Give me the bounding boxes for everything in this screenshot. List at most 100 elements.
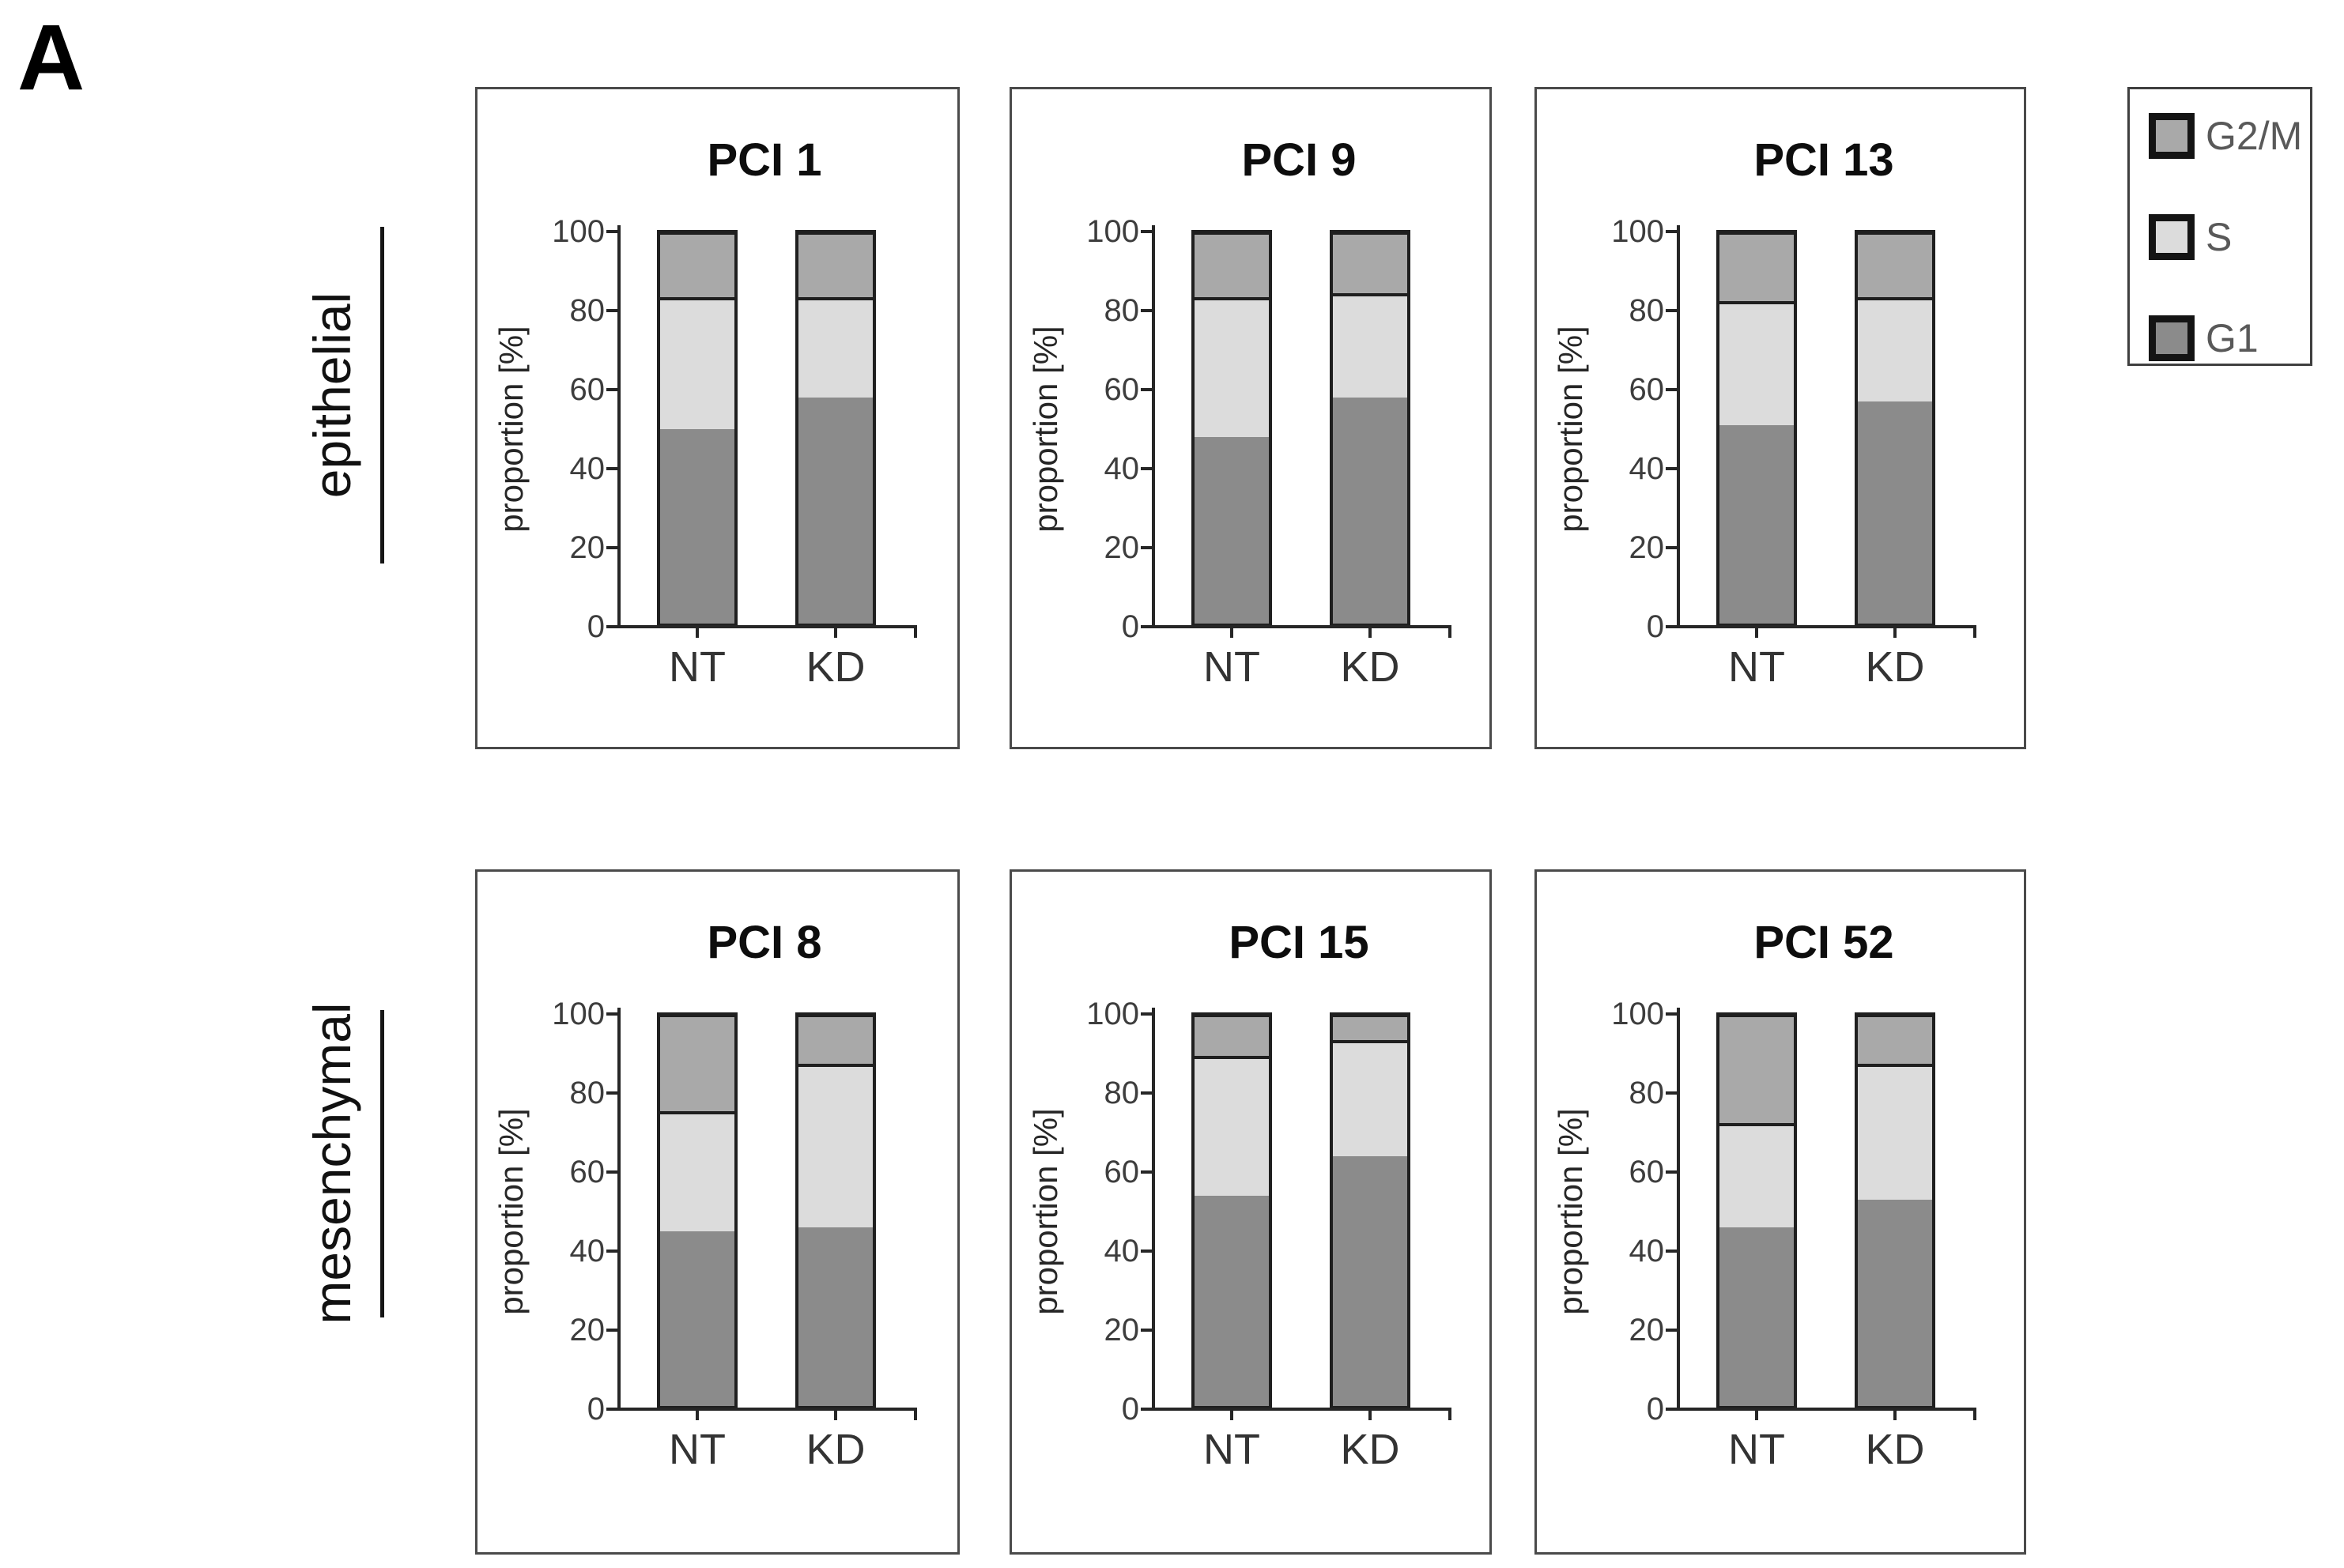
y-tick-mark: [1141, 1329, 1152, 1332]
y-tick-label: 0: [1121, 1392, 1139, 1427]
row-label-epithelial: epithelial: [303, 292, 361, 499]
y-axis-line: [617, 1008, 621, 1411]
x-tick-mark: [834, 1408, 837, 1420]
chart-panel-pci-52: PCI 52 proportion [%] 0 20 40 60 80 100 NT KD: [1534, 869, 2026, 1555]
y-tick-label: 40: [1104, 451, 1140, 486]
bar-segment-divider: [1855, 1064, 1935, 1067]
bar-segment-s-kd: [1855, 1065, 1935, 1200]
x-tick-mark: [696, 625, 699, 638]
bar-segment-s-nt: [1191, 1057, 1272, 1196]
y-tick-label: 100: [1611, 997, 1664, 1031]
x-tick-mark: [834, 625, 837, 638]
category-label-kd: KD: [1340, 643, 1400, 691]
bar-segment-g1-kd: [795, 1227, 876, 1409]
y-tick-label: 20: [1104, 530, 1140, 565]
y-tick-mark: [1141, 1012, 1152, 1016]
x-axis-end-tick: [914, 625, 917, 638]
category-label-kd: KD: [1340, 1426, 1400, 1473]
y-tick-mark: [1666, 1012, 1677, 1016]
y-tick-label: 80: [1104, 293, 1140, 328]
y-tick-label: 60: [569, 372, 606, 407]
y-tick-label: 60: [1104, 1155, 1140, 1189]
bar-segment-s-kd: [1330, 1042, 1410, 1156]
bar-outline-kd: [1330, 1014, 1410, 1409]
bar-segment-divider: [1330, 1040, 1410, 1043]
y-tick-mark: [1666, 230, 1677, 233]
y-tick-mark: [1141, 388, 1152, 391]
bar-segment-g2m-nt: [1191, 232, 1272, 299]
y-tick-label: 100: [1611, 214, 1664, 249]
legend-label-g1: G1: [2206, 316, 2259, 360]
x-axis-line: [1152, 625, 1451, 628]
bar-segment-g1-nt: [1716, 425, 1797, 627]
y-tick-label: 20: [1629, 1313, 1665, 1348]
category-label-kd: KD: [806, 1426, 866, 1473]
category-label-nt: NT: [1203, 1426, 1260, 1473]
bar-outline-nt: [1191, 1014, 1272, 1409]
y-axis-line: [1152, 1008, 1155, 1411]
bar-segment-divider: [1191, 297, 1272, 300]
y-tick-mark: [606, 467, 617, 470]
y-tick-mark: [1666, 1250, 1677, 1253]
y-axis-line: [1677, 1008, 1680, 1411]
chart-title: PCI 1: [707, 134, 822, 186]
y-tick-label: 80: [1629, 1076, 1665, 1110]
y-axis-label: proportion [%]: [493, 326, 530, 533]
y-tick-mark: [1666, 467, 1677, 470]
bar-outline-nt: [657, 1014, 738, 1409]
bar-segment-s-kd: [1855, 299, 1935, 401]
bar-outline-kd: [795, 232, 876, 627]
bar-segment-divider: [795, 1064, 876, 1067]
y-tick-mark: [606, 625, 617, 628]
legend-swatch-g2m-icon: [2149, 113, 2195, 159]
legend-swatch-g1-icon: [2149, 315, 2195, 361]
bar-segment-divider: [795, 297, 876, 300]
bar-segment-s-kd: [1330, 295, 1410, 398]
x-axis-end-tick: [1973, 625, 1976, 638]
x-tick-mark: [1893, 625, 1897, 638]
y-tick-mark: [606, 1091, 617, 1095]
y-tick-mark: [1666, 388, 1677, 391]
bar-outline-kd: [1855, 232, 1935, 627]
y-tick-label: 20: [1629, 530, 1665, 565]
bar-segment-g2m-nt: [1716, 1014, 1797, 1125]
y-tick-label: 100: [1086, 997, 1139, 1031]
bar-segment-g1-kd: [1855, 401, 1935, 627]
x-tick-mark: [1755, 1408, 1758, 1420]
bar-segment-g1-nt: [1191, 1196, 1272, 1409]
chart-title: PCI 52: [1753, 917, 1894, 968]
bar-segment-g1-kd: [1330, 398, 1410, 627]
x-axis-end-tick: [1448, 1408, 1451, 1420]
y-tick-mark: [1141, 309, 1152, 312]
y-tick-mark: [1666, 625, 1677, 628]
bar-segment-g2m-nt: [657, 1014, 738, 1113]
bar-segment-g1-kd: [1855, 1200, 1935, 1409]
y-tick-label: 20: [1104, 1313, 1140, 1348]
x-axis-line: [617, 625, 917, 628]
bar-segment-divider: [657, 1111, 738, 1114]
bar-segment-g2m-nt: [1716, 232, 1797, 303]
y-tick-label: 60: [1104, 372, 1140, 407]
y-tick-label: 80: [569, 293, 606, 328]
row-label-line-mesenchymal: [380, 1010, 384, 1317]
bar-outline-nt: [1716, 1014, 1797, 1409]
chart-panel-pci-9: PCI 9 proportion [%] 0 20 40 60 80 100 NT KD: [1010, 87, 1492, 749]
category-label-nt: NT: [1728, 643, 1785, 691]
x-tick-mark: [1368, 625, 1372, 638]
x-axis-line: [1677, 625, 1976, 628]
x-tick-mark: [1755, 625, 1758, 638]
y-tick-label: 0: [1121, 609, 1139, 644]
y-tick-label: 80: [569, 1076, 606, 1110]
bar-outline-nt: [1716, 232, 1797, 627]
chart-title: PCI 9: [1241, 134, 1357, 186]
bar-segment-g2m-kd: [1855, 1014, 1935, 1065]
x-axis-line: [617, 1408, 917, 1411]
x-tick-mark: [1230, 625, 1233, 638]
bar-segment-g1-nt: [1716, 1227, 1797, 1409]
y-tick-mark: [606, 1012, 617, 1016]
y-tick-mark: [606, 230, 617, 233]
y-axis-line: [1152, 225, 1155, 628]
legend-swatch-s-icon: [2149, 214, 2195, 260]
y-axis-line: [1677, 225, 1680, 628]
